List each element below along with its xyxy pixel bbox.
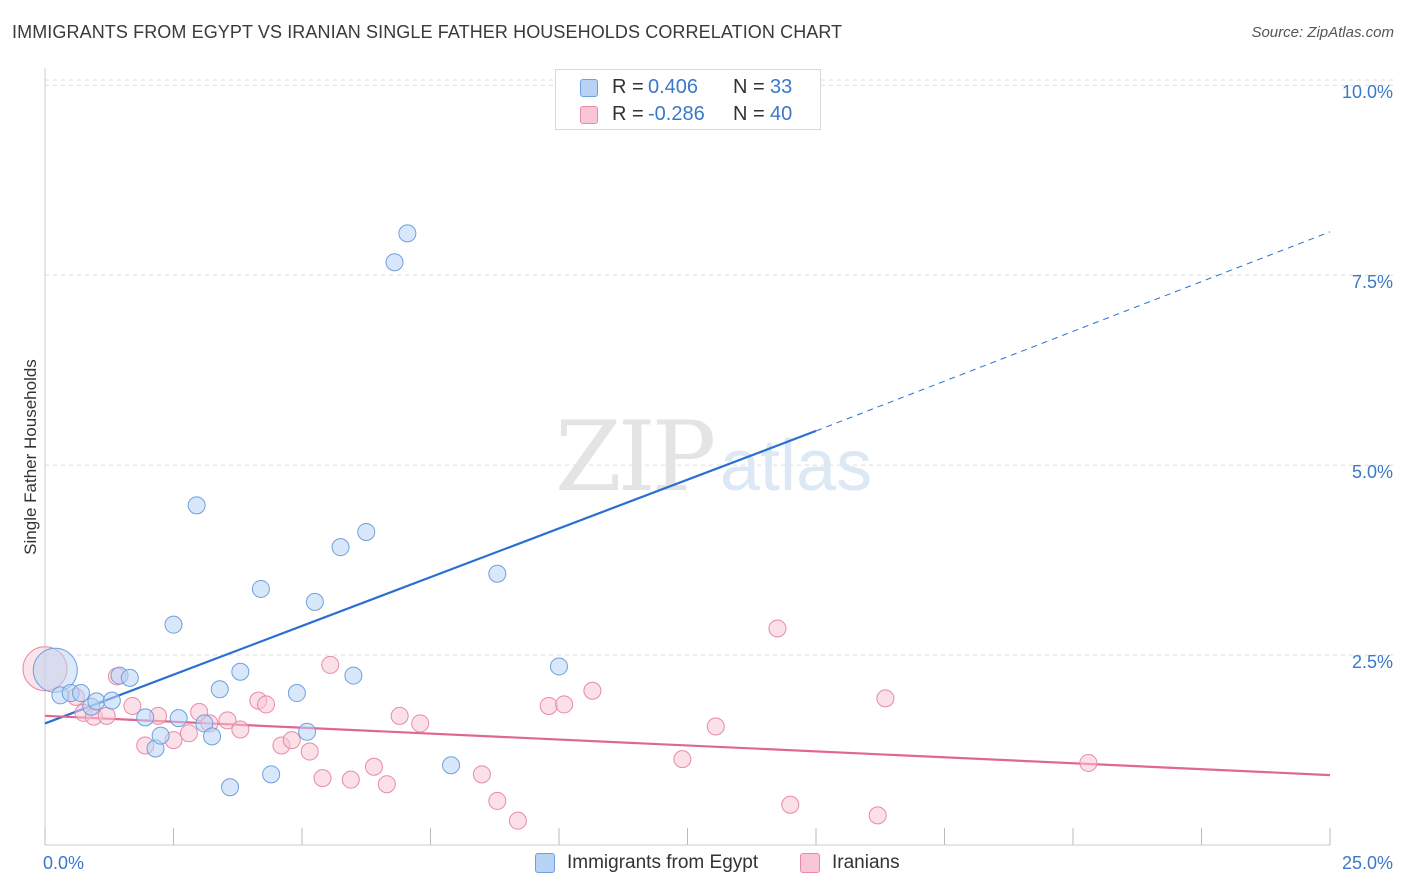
egypt-point [488, 564, 507, 583]
legend-label: Immigrants from Egypt [567, 852, 759, 873]
egypt-point [344, 666, 363, 685]
egypt-point [210, 680, 229, 699]
iranians-point [472, 765, 491, 784]
watermark: ZIP atlas [555, 401, 872, 513]
egypt-point [164, 615, 183, 634]
egypt-point [71, 684, 90, 703]
iranians-point [231, 720, 250, 739]
egypt-swatch [580, 79, 598, 97]
iranians-point [390, 706, 409, 725]
egypt-point [203, 727, 222, 746]
iranians-point [781, 795, 800, 814]
iranians-swatch [800, 853, 820, 873]
iranians-point [1079, 753, 1098, 772]
iranians-point [583, 681, 602, 700]
y-tick-label: 2.5% [1352, 652, 1393, 672]
n-label: N = [733, 76, 765, 98]
egypt-point [151, 726, 170, 745]
n-label: N = [733, 103, 765, 125]
iranians-point [364, 757, 383, 776]
trend-lines [44, 231, 1331, 777]
n-value: 33 [770, 76, 793, 98]
correlation-legend: R = 0.406 N = 33 R = -0.286 N = 40 [555, 69, 821, 130]
watermark-zip: ZIP [555, 401, 714, 513]
egypt-swatch [535, 853, 555, 873]
iranians-point [673, 750, 692, 769]
egypt-point [262, 765, 281, 784]
x-tick-label: 0.0% [43, 853, 84, 873]
grid-lines [45, 79, 1395, 656]
egypt-point [221, 778, 240, 797]
egypt-point [398, 224, 417, 243]
iranians-point [876, 689, 895, 708]
tick-labels: 2.5% 5.0% 7.5% 10.0% 0.0% 25.0% [43, 82, 1393, 873]
chart-title: IMMIGRANTS FROM EGYPT VS IRANIAN SINGLE … [12, 22, 843, 42]
iranians-swatch [580, 106, 598, 124]
egypt-point [331, 538, 350, 557]
iranians-point [768, 619, 787, 638]
egypt-point [357, 522, 376, 541]
y-tick-label: 7.5% [1352, 272, 1393, 292]
iranians-point [508, 811, 527, 830]
egypt-point [231, 662, 250, 681]
iranians-point [218, 711, 237, 730]
y-tick-label: 10.0% [1342, 82, 1393, 102]
r-value: 0.406 [648, 76, 699, 98]
egypt-point [287, 684, 306, 703]
r-label: R = [612, 103, 644, 125]
iranians-point [377, 775, 396, 794]
egypt-point [305, 592, 324, 611]
iranians-point [321, 655, 340, 674]
iranians-point [300, 742, 319, 761]
iranians-point [341, 770, 360, 789]
iranians-point [313, 769, 332, 788]
egypt-point [136, 708, 155, 727]
egypt-point [102, 691, 121, 710]
iranians-point [868, 806, 887, 825]
egypt-point [298, 722, 317, 741]
n-value: 40 [770, 103, 793, 125]
iranians-point [555, 695, 574, 714]
egypt-point [187, 496, 206, 515]
r-label: R = [612, 76, 644, 98]
y-tick-label: 5.0% [1352, 462, 1393, 482]
iranians-trend-line [44, 714, 1331, 777]
iranians-point [123, 696, 142, 715]
iranians-point [411, 714, 430, 733]
iranians-point [282, 731, 301, 750]
egypt-trend-extension [815, 231, 1331, 432]
iranians-point [488, 791, 507, 810]
iranians-point [706, 717, 725, 736]
egypt-point [251, 579, 270, 598]
egypt-point [385, 253, 404, 272]
egypt-point [442, 756, 461, 775]
data-points [22, 224, 1098, 830]
egypt-point [169, 709, 188, 728]
axes [44, 68, 1331, 846]
r-value: -0.286 [648, 103, 705, 125]
source-credit: Source: ZipAtlas.com [1251, 24, 1394, 41]
egypt-trend-line [44, 429, 817, 725]
legend-label: Iranians [832, 852, 900, 873]
egypt-point [120, 668, 139, 687]
iranians-point [257, 695, 276, 714]
iranians-point [97, 706, 116, 725]
egypt-point [87, 692, 106, 711]
iranians-point [179, 724, 198, 743]
x-tick-label: 25.0% [1342, 853, 1393, 873]
iranians-point [539, 696, 558, 715]
egypt-point [550, 657, 568, 676]
